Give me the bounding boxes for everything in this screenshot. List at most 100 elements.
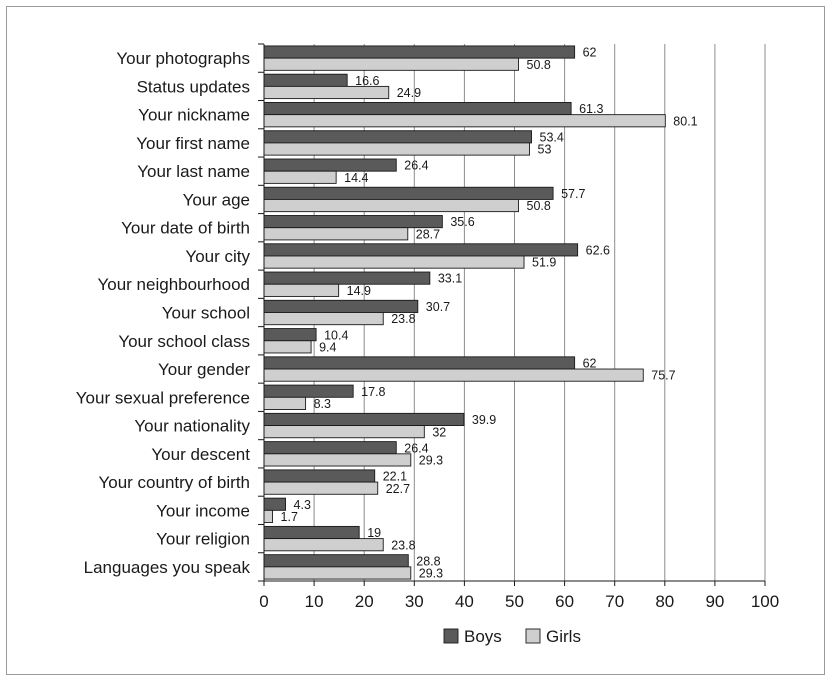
category-label: Your neighbourhood (97, 275, 250, 294)
bar-girls (263, 198, 519, 213)
data-label: 14.9 (347, 284, 371, 298)
bar-boys (263, 243, 579, 257)
bar-boys (263, 186, 554, 200)
category-label: Your age (183, 190, 250, 209)
x-tick-label: 10 (305, 592, 324, 611)
data-label: 50.8 (527, 58, 551, 72)
data-label: 28.8 (416, 554, 440, 568)
bar-boys (263, 554, 409, 568)
data-label: 8.3 (314, 397, 331, 411)
bar-girls (263, 538, 384, 552)
category-label: Your descent (151, 445, 250, 464)
bar-boys (263, 271, 431, 285)
bar-boys (263, 130, 532, 144)
data-label: 53.4 (540, 130, 564, 144)
data-label: 35.6 (450, 215, 474, 229)
category-label: Your photographs (116, 49, 250, 68)
category-label: Your country of birth (98, 473, 250, 492)
category-label: Languages you speak (84, 558, 251, 577)
data-label: 26.4 (404, 159, 428, 173)
data-label: 17.8 (361, 385, 385, 399)
bar-boys (263, 412, 465, 427)
bar-boys (263, 441, 397, 455)
category-label: Your school class (118, 332, 250, 351)
category-label: Your last name (137, 162, 250, 181)
data-label: 62.6 (586, 243, 610, 257)
data-label: 80.1 (673, 114, 697, 128)
data-label: 24.9 (397, 86, 421, 100)
legend-label-boys: Boys (464, 627, 502, 646)
bar-boys (263, 158, 397, 172)
data-label: 62 (583, 46, 597, 60)
data-label: 61.3 (579, 102, 603, 116)
data-label: 10.4 (324, 328, 348, 342)
data-label: 30.7 (426, 300, 450, 314)
x-tick-label: 50 (505, 592, 524, 611)
x-tick-label: 20 (355, 592, 374, 611)
bars-layer (263, 45, 666, 580)
data-label: 29.3 (419, 454, 443, 468)
bar-boys (263, 497, 286, 511)
bar-girls (263, 142, 530, 156)
bar-girls (263, 340, 312, 354)
x-tick-label: 90 (705, 592, 724, 611)
bar-boys (263, 525, 360, 540)
bar-boys (263, 384, 354, 398)
data-label: 23.8 (391, 538, 415, 552)
data-label: 4.3 (294, 498, 311, 512)
data-label: 16.6 (355, 74, 379, 88)
bar-girls (263, 566, 412, 580)
bar-girls (263, 312, 384, 326)
data-label: 1.7 (281, 510, 298, 524)
bar-girls (263, 453, 412, 467)
data-label: 22.1 (383, 470, 407, 484)
bar-girls (263, 170, 337, 184)
bar-girls (263, 425, 425, 439)
bar-girls (263, 227, 409, 241)
bar-boys (263, 469, 376, 483)
data-label: 50.8 (527, 199, 551, 213)
category-label: Your date of birth (121, 219, 250, 238)
x-tick-label: 0 (259, 592, 268, 611)
bar-boys (263, 102, 572, 116)
legend-swatch-girls (525, 628, 541, 644)
category-label: Your city (185, 247, 250, 266)
category-label: Your income (156, 501, 250, 520)
data-label: 53 (538, 143, 552, 157)
x-tick-label: 70 (605, 592, 624, 611)
category-label: Your nickname (138, 106, 250, 125)
data-label: 29.3 (419, 567, 443, 581)
data-label: 33.1 (438, 272, 462, 286)
category-label: Your nationality (134, 417, 250, 436)
x-tick-label: 100 (751, 592, 779, 611)
bar-boys (263, 299, 419, 313)
bar-boys (263, 45, 576, 59)
legend-label-girls: Girls (546, 627, 581, 646)
data-label: 9.4 (319, 340, 336, 354)
x-tick-label: 60 (555, 592, 574, 611)
data-label: 26.4 (404, 441, 428, 455)
data-label: 32 (432, 425, 446, 439)
x-tick-label: 40 (455, 592, 474, 611)
bar-girls (263, 481, 379, 495)
data-label: 23.8 (391, 312, 415, 326)
data-label: 75.7 (651, 369, 675, 383)
category-label: Your school (162, 304, 250, 323)
bar-boys (263, 215, 443, 229)
bar-girls (263, 57, 519, 71)
bar-girls (263, 85, 390, 100)
bar-girls (263, 255, 525, 269)
data-label: 39.9 (472, 413, 496, 427)
axis-layer: 0 10 20 30 40 50 60 70 80 90 100 (258, 43, 779, 611)
bar-girls (263, 114, 666, 128)
bar-girls (263, 509, 273, 523)
data-label: 51.9 (532, 256, 556, 270)
bar-girls (263, 368, 644, 382)
x-tick-label: 30 (405, 592, 424, 611)
bar-girls (263, 396, 307, 410)
data-label: 22.7 (386, 482, 410, 496)
category-label: Your sexual preference (76, 388, 250, 407)
data-label: 57.7 (561, 187, 585, 201)
bar-boys (263, 73, 348, 87)
